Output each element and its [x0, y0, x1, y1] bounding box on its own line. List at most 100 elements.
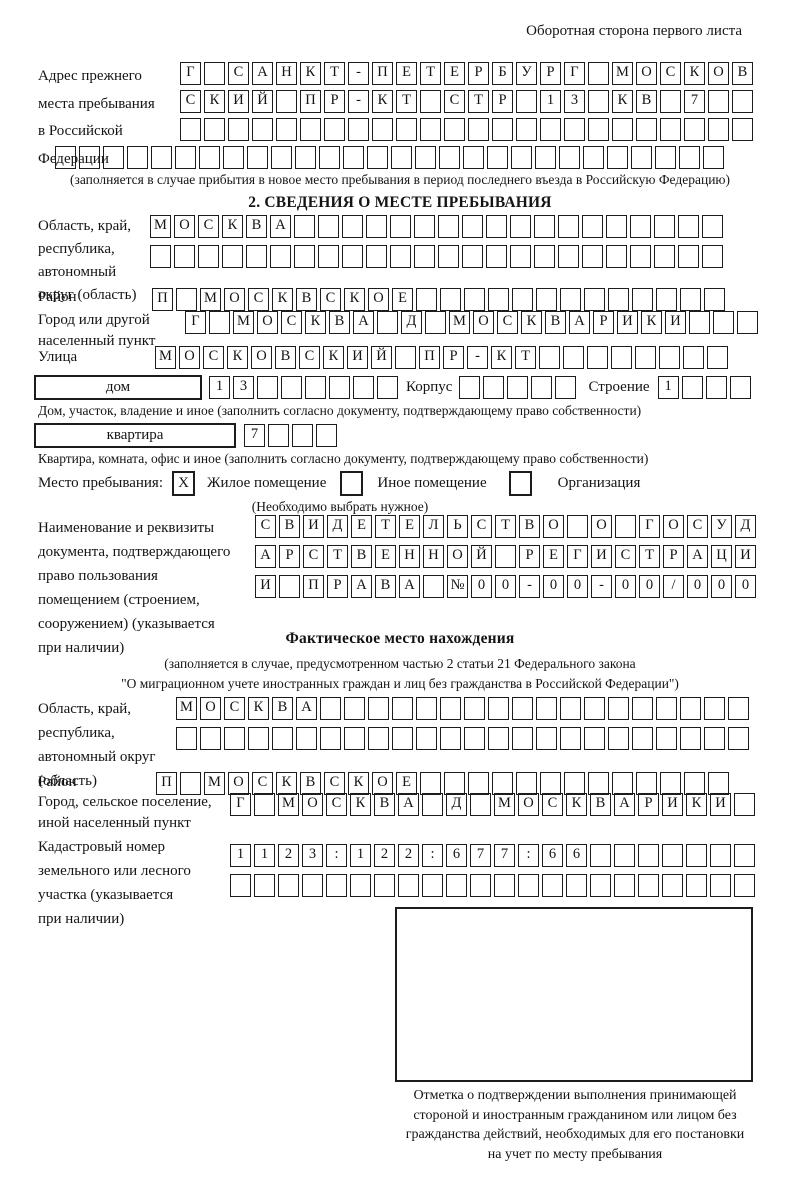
- char-cell[interactable]: [398, 874, 419, 897]
- char-cell[interactable]: [631, 146, 652, 169]
- char-cell[interactable]: 0: [639, 575, 660, 598]
- char-cell[interactable]: [678, 215, 699, 238]
- char-cell[interactable]: [247, 146, 268, 169]
- char-cell[interactable]: Г: [567, 545, 588, 568]
- char-cell[interactable]: М: [233, 311, 254, 334]
- char-cell[interactable]: О: [708, 62, 729, 85]
- char-cell[interactable]: [708, 118, 729, 141]
- char-cell[interactable]: [689, 311, 710, 334]
- char-cell[interactable]: [444, 772, 465, 795]
- char-cell[interactable]: [638, 874, 659, 897]
- char-cell[interactable]: О: [591, 515, 612, 538]
- char-cell[interactable]: -: [519, 575, 540, 598]
- char-cell[interactable]: [534, 245, 555, 268]
- char-cell[interactable]: [423, 575, 444, 598]
- char-cell[interactable]: 1: [350, 844, 371, 867]
- char-cell[interactable]: О: [543, 515, 564, 538]
- char-cell[interactable]: Р: [324, 90, 345, 113]
- char-cell[interactable]: [495, 545, 516, 568]
- char-cell[interactable]: Т: [639, 545, 660, 568]
- char-cell[interactable]: [462, 215, 483, 238]
- char-cell[interactable]: [420, 772, 441, 795]
- char-cell[interactable]: М: [278, 793, 299, 816]
- char-cell[interactable]: [326, 874, 347, 897]
- char-cell[interactable]: О: [302, 793, 323, 816]
- char-cell[interactable]: [254, 793, 275, 816]
- char-cell[interactable]: [512, 697, 533, 720]
- char-cell[interactable]: [614, 874, 635, 897]
- char-cell[interactable]: [656, 288, 677, 311]
- char-cell[interactable]: [296, 727, 317, 750]
- char-cell[interactable]: К: [491, 346, 512, 369]
- char-cell[interactable]: [511, 146, 532, 169]
- char-cell[interactable]: [560, 727, 581, 750]
- char-cell[interactable]: Р: [279, 545, 300, 568]
- char-cell[interactable]: [656, 697, 677, 720]
- char-cell[interactable]: [198, 245, 219, 268]
- char-cell[interactable]: [662, 874, 683, 897]
- char-cell[interactable]: В: [732, 62, 753, 85]
- char-cell[interactable]: 3: [564, 90, 585, 113]
- char-cell[interactable]: Л: [423, 515, 444, 538]
- char-cell[interactable]: [655, 146, 676, 169]
- char-cell[interactable]: [612, 772, 633, 795]
- char-cell[interactable]: И: [255, 575, 276, 598]
- char-cell[interactable]: М: [204, 772, 225, 795]
- char-cell[interactable]: [425, 311, 446, 334]
- char-cell[interactable]: [636, 118, 657, 141]
- char-cell[interactable]: С: [326, 793, 347, 816]
- char-cell[interactable]: [708, 772, 729, 795]
- char-cell[interactable]: А: [399, 575, 420, 598]
- char-cell[interactable]: [542, 874, 563, 897]
- char-cell[interactable]: В: [296, 288, 317, 311]
- char-cell[interactable]: С: [615, 545, 636, 568]
- char-cell[interactable]: Г: [639, 515, 660, 538]
- char-cell[interactable]: [150, 245, 171, 268]
- char-cell[interactable]: [638, 844, 659, 867]
- char-cell[interactable]: [539, 346, 560, 369]
- char-cell[interactable]: М: [449, 311, 470, 334]
- stay-type-checkbox-organization[interactable]: [508, 471, 532, 496]
- char-cell[interactable]: И: [662, 793, 683, 816]
- char-cell[interactable]: О: [200, 697, 221, 720]
- char-cell[interactable]: [324, 118, 345, 141]
- char-cell[interactable]: [367, 146, 388, 169]
- char-cell[interactable]: [531, 376, 553, 399]
- char-cell[interactable]: [516, 772, 537, 795]
- char-cell[interactable]: 0: [543, 575, 564, 598]
- char-cell[interactable]: [630, 215, 651, 238]
- char-cell[interactable]: 7: [494, 844, 515, 867]
- char-cell[interactable]: [680, 288, 701, 311]
- char-cell[interactable]: [414, 215, 435, 238]
- char-cell[interactable]: 7: [684, 90, 705, 113]
- char-cell[interactable]: [392, 697, 413, 720]
- char-cell[interactable]: [391, 146, 412, 169]
- char-cell[interactable]: У: [516, 62, 537, 85]
- char-cell[interactable]: В: [374, 793, 395, 816]
- char-cell[interactable]: О: [372, 772, 393, 795]
- stay-type-checkbox-residential[interactable]: X: [172, 471, 195, 496]
- char-cell[interactable]: В: [545, 311, 566, 334]
- char-cell[interactable]: С: [248, 288, 269, 311]
- char-cell[interactable]: [608, 727, 629, 750]
- char-cell[interactable]: /: [663, 575, 684, 598]
- char-cell[interactable]: [353, 376, 374, 399]
- char-cell[interactable]: И: [617, 311, 638, 334]
- char-cell[interactable]: -: [591, 575, 612, 598]
- char-cell[interactable]: А: [296, 697, 317, 720]
- char-cell[interactable]: [705, 376, 727, 399]
- char-cell[interactable]: [590, 844, 611, 867]
- char-cell[interactable]: 7: [244, 424, 265, 447]
- char-cell[interactable]: К: [641, 311, 662, 334]
- char-cell[interactable]: [127, 146, 148, 169]
- char-cell[interactable]: [459, 376, 481, 399]
- char-cell[interactable]: К: [350, 793, 371, 816]
- char-cell[interactable]: [684, 772, 705, 795]
- char-cell[interactable]: [320, 727, 341, 750]
- char-cell[interactable]: [683, 346, 704, 369]
- char-cell[interactable]: 1: [657, 376, 679, 399]
- char-cell[interactable]: [344, 697, 365, 720]
- char-cell[interactable]: [483, 376, 505, 399]
- char-cell[interactable]: К: [305, 311, 326, 334]
- char-cell[interactable]: [390, 245, 411, 268]
